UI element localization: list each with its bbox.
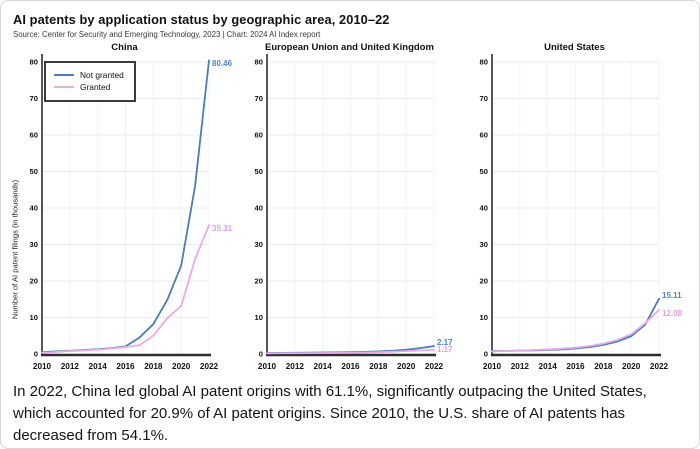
x-tick-label: 2016 — [341, 362, 360, 371]
y-tick-label: 10 — [480, 313, 488, 322]
y-tick-label: 30 — [30, 240, 38, 249]
y-tick-label: 80 — [480, 58, 488, 67]
x-tick-label: 2010 — [483, 362, 502, 371]
x-tick-label: 2010 — [258, 362, 277, 371]
x-tick-label: 2018 — [369, 362, 388, 371]
legend-label: Not granted — [80, 70, 124, 80]
legend-line-swatch-pink — [54, 86, 74, 88]
panel-eu-uk: European Union and United Kingdom 0 10 20 3… — [242, 41, 457, 374]
x-tick-label: 2018 — [144, 362, 163, 371]
y-tick-label: 50 — [480, 167, 488, 176]
chart-header: AI patents by application status by geog… — [1, 1, 699, 39]
y-tick-label: 20 — [480, 277, 488, 286]
series-line-granted — [491, 309, 660, 353]
x-tick-label: 2012 — [511, 362, 530, 371]
y-tick-label: 10 — [255, 313, 263, 322]
x-tick-label: 2022 — [650, 362, 669, 371]
legend-item-not-granted: Not granted — [54, 70, 124, 80]
x-tick-label: 2014 — [314, 362, 333, 371]
y-tick-label: 70 — [480, 94, 488, 103]
x-tick-label: 2016 — [566, 362, 585, 371]
y-tick-label: 20 — [30, 277, 38, 286]
y-tick-label: 0 — [34, 350, 38, 359]
y-tick-label: 80 — [255, 58, 263, 67]
y-tick-label: 40 — [480, 204, 488, 213]
y-tick-label: 30 — [255, 240, 263, 249]
chart-area: Number of AI patent filings (in thousand… — [1, 41, 699, 374]
caption-text: In 2022, China led global AI patent orig… — [13, 383, 647, 445]
panel-united-states: United States 0 10 20 30 40 50 60 70 80 2010 2012 2… — [467, 41, 683, 374]
x-tick-label: 2014 — [89, 362, 108, 371]
legend-label: Granted — [80, 82, 111, 92]
y-tick-label: 40 — [255, 204, 263, 213]
legend-item-granted: Granted — [54, 82, 124, 92]
x-tick-label: 2014 — [539, 362, 558, 371]
legend-line-swatch-blue — [54, 74, 74, 76]
y-tick-label: 60 — [30, 131, 38, 140]
x-tick-label: 2010 — [33, 362, 52, 371]
panel-title: European Union and United Kingdom — [265, 42, 434, 53]
value-label: 35.31 — [212, 224, 233, 233]
x-tick-label: 2018 — [594, 362, 613, 371]
y-tick-label: 60 — [480, 131, 488, 140]
y-tick-label: 20 — [255, 277, 263, 286]
series-line-granted — [41, 224, 210, 354]
y-tick-label: 10 — [30, 313, 38, 322]
x-tick-label: 2016 — [116, 362, 135, 371]
panel-title: China — [111, 42, 138, 53]
x-tick-label: 2022 — [200, 362, 219, 371]
chart-title: AI patents by application status by geog… — [13, 12, 390, 27]
y-tick-label: 0 — [259, 350, 263, 359]
y-tick-label: 50 — [30, 167, 38, 176]
y-tick-label: 30 — [480, 240, 488, 249]
y-tick-label: 0 — [484, 350, 488, 359]
value-label: 2.17 — [437, 338, 453, 347]
value-label: 12.08 — [662, 309, 683, 318]
x-tick-label: 2020 — [172, 362, 191, 371]
y-tick-label: 70 — [30, 94, 38, 103]
legend: Not granted Granted — [44, 61, 136, 102]
panel-svg-1: 0 10 20 30 40 50 60 70 80 2010 2012 2014 2016 2018 202… — [255, 54, 453, 371]
y-tick-label: 50 — [255, 167, 263, 176]
value-label: 1.17 — [437, 345, 453, 354]
panel-svg-2: 0 10 20 30 40 50 60 70 80 2010 2012 2014 2016 2018 202… — [480, 54, 683, 371]
y-tick-label: 70 — [255, 94, 263, 103]
panel-svg-0: 0 10 20 30 40 50 60 70 80 2010 2012 2014 2016 2018 202… — [30, 54, 233, 371]
panel-title: United States — [544, 42, 605, 53]
chart-source: Source: Center for Security and Emerging… — [13, 30, 321, 39]
x-tick-label: 2012 — [286, 362, 305, 371]
panels-row: China 0 10 20 30 40 50 60 70 80 2010 2012 2014 2016 2… — [17, 41, 699, 374]
x-tick-label: 2012 — [61, 362, 80, 371]
panel-china: China 0 10 20 30 40 50 60 70 80 2010 2012 2014 2016 2… — [17, 41, 233, 374]
x-tick-label: 2020 — [397, 362, 416, 371]
y-tick-label: 80 — [30, 58, 38, 67]
value-label: 80.46 — [212, 59, 233, 68]
value-label: 15.11 — [662, 291, 682, 300]
x-tick-label: 2022 — [425, 362, 444, 371]
y-tick-label: 40 — [30, 204, 38, 213]
series-line-granted — [266, 348, 435, 355]
x-tick-label: 2020 — [622, 362, 641, 371]
y-tick-label: 60 — [255, 131, 263, 140]
